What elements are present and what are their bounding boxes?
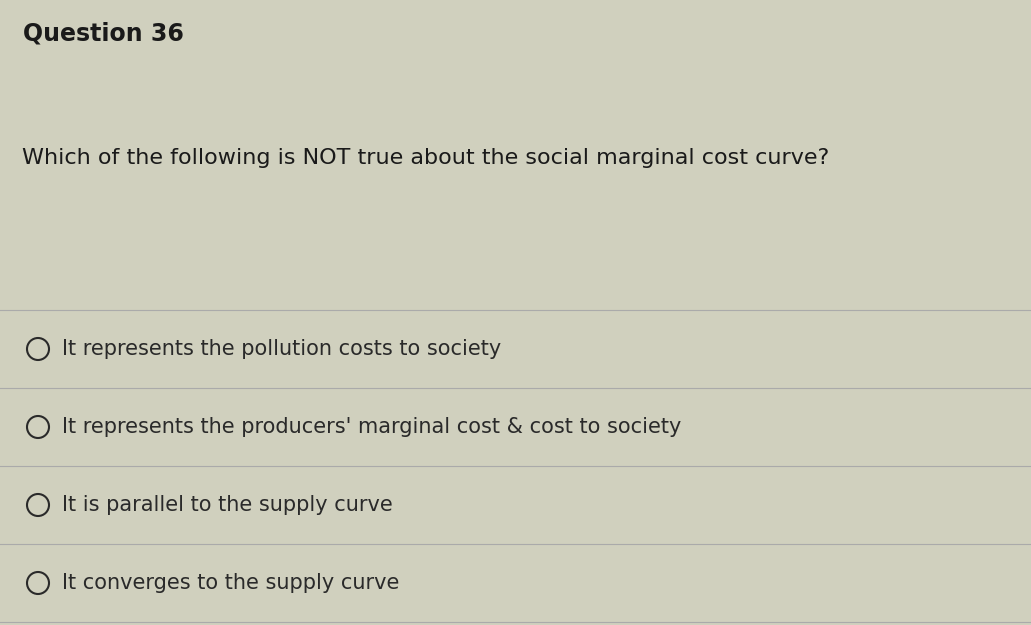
- Text: Question 36: Question 36: [23, 22, 184, 46]
- Text: It converges to the supply curve: It converges to the supply curve: [62, 573, 399, 593]
- Text: It represents the pollution costs to society: It represents the pollution costs to soc…: [62, 339, 501, 359]
- Text: It represents the producers' marginal cost & cost to society: It represents the producers' marginal co…: [62, 417, 681, 437]
- Text: Which of the following is NOT true about the social marginal cost curve?: Which of the following is NOT true about…: [22, 148, 829, 168]
- Text: It is parallel to the supply curve: It is parallel to the supply curve: [62, 495, 393, 515]
